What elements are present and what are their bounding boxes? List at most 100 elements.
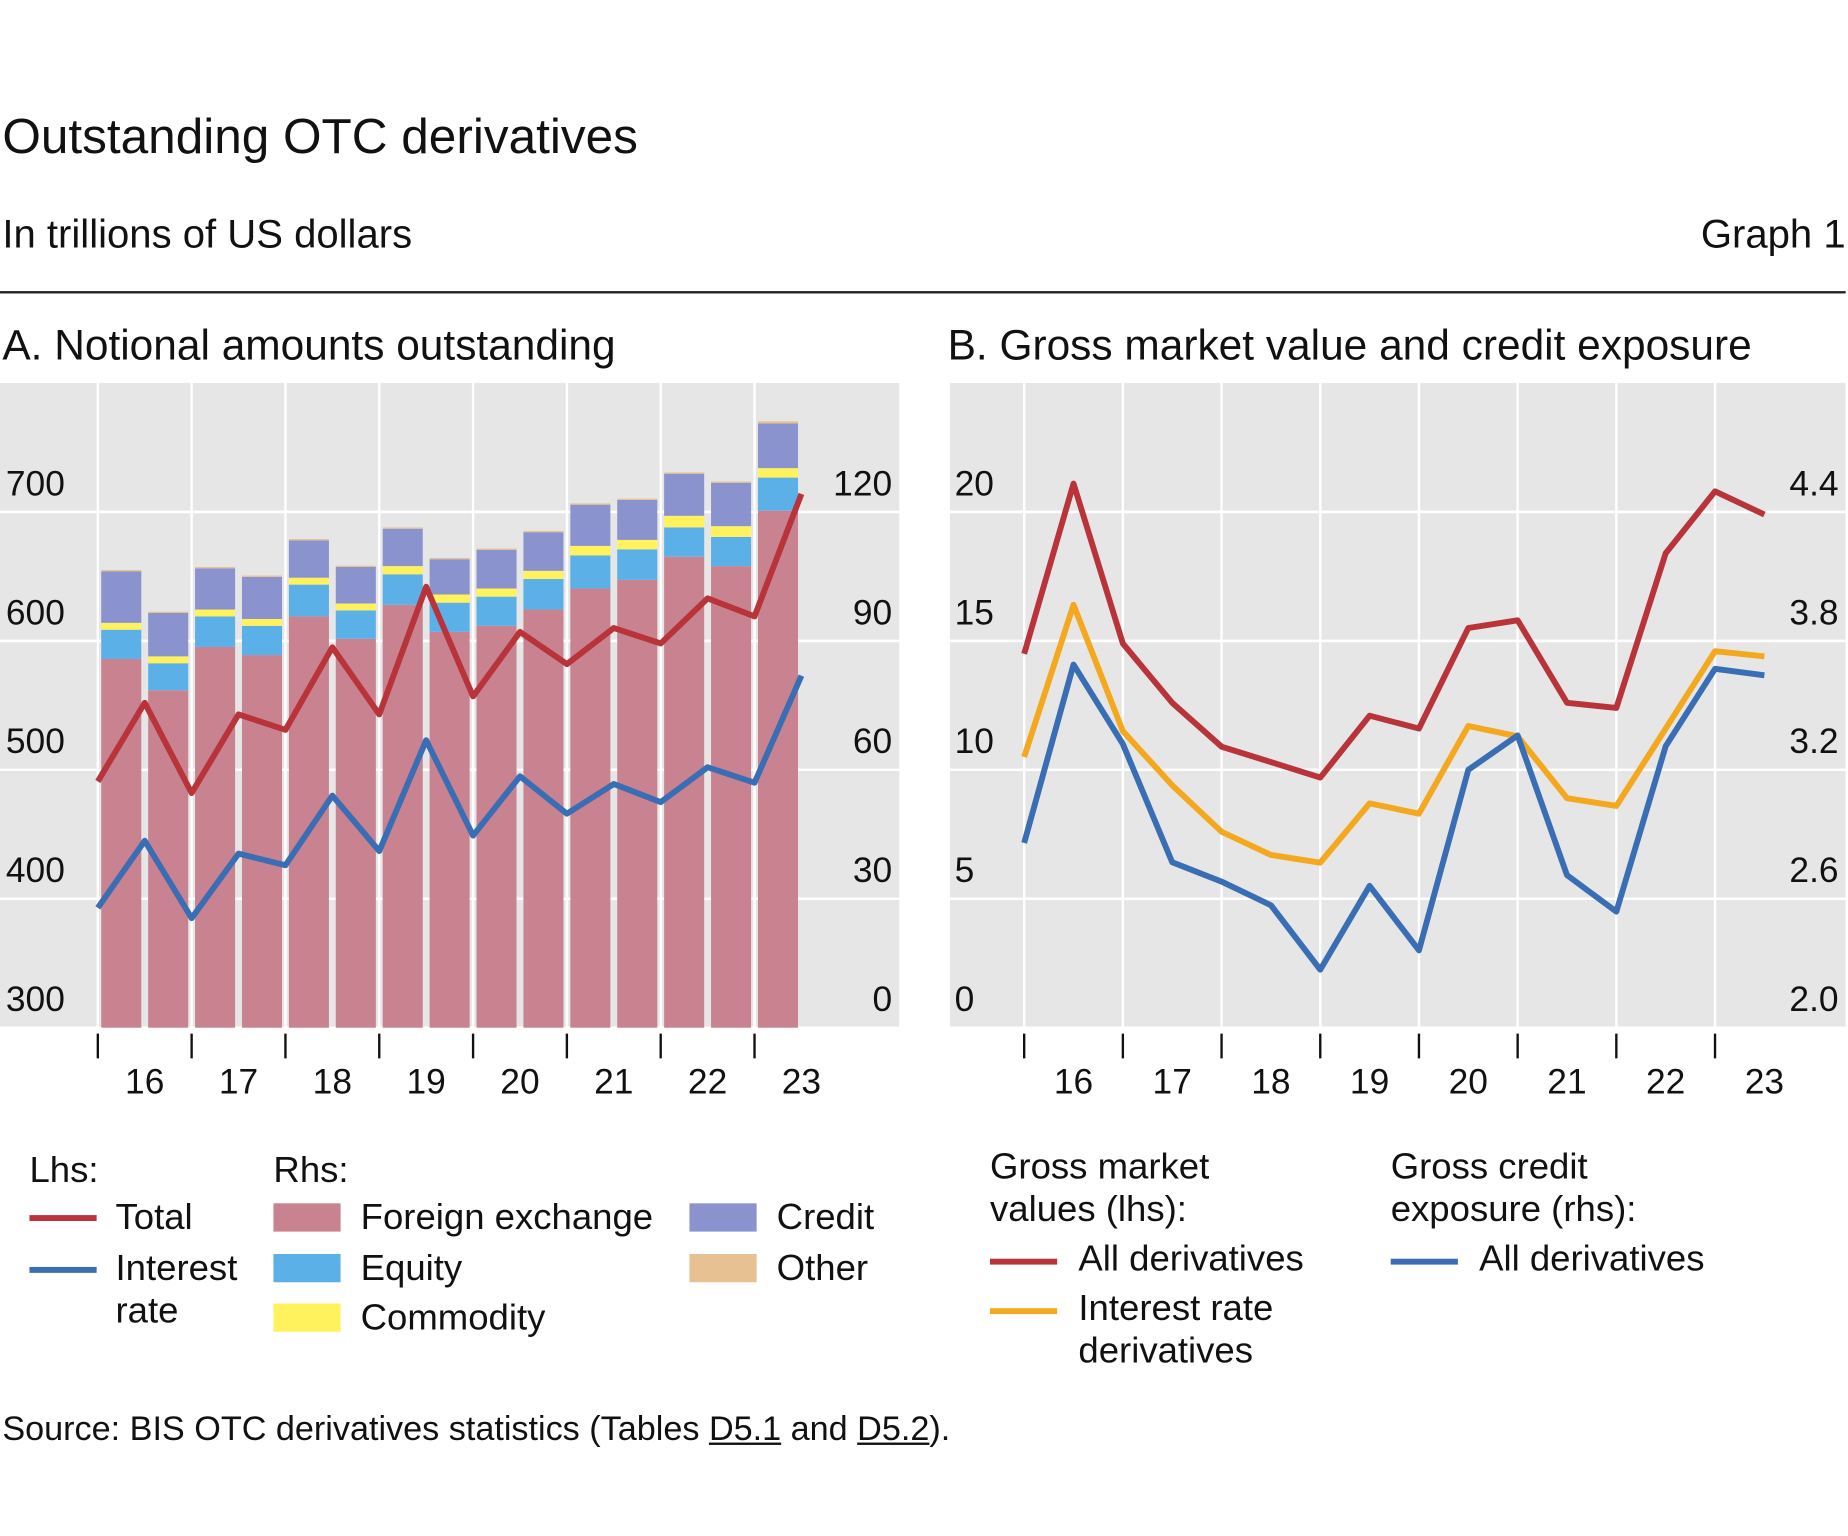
bar [570,504,611,546]
bar [711,536,752,567]
bar [241,625,283,656]
legend-swatch [273,1253,341,1283]
plot-area [949,383,1846,1028]
bar [617,539,658,550]
legend-swatch [1390,1258,1458,1265]
legend-swatch [29,1266,97,1273]
y-tick-label: 700 [6,464,65,503]
bar [382,566,423,575]
source-text: and [781,1410,858,1449]
bar [288,539,329,541]
bar [617,579,658,1028]
y-tick-label: 300 [6,980,65,1019]
legend-swatch [989,1258,1058,1265]
bar [476,549,517,589]
bar [241,618,283,626]
bar [757,468,799,478]
bar [711,566,752,1028]
source-link[interactable]: D5.2 [857,1410,930,1449]
bar [523,570,564,580]
legend-swatch [273,1303,341,1332]
x-tick-label: 16 [1054,1063,1093,1102]
line [1021,601,1765,866]
legend-swatch [689,1203,757,1232]
x-tick-label: 22 [688,1063,727,1102]
y2-tick-label: 60 [853,722,892,761]
y2-tick-label: 2.0 [1789,980,1838,1019]
bar [101,629,142,659]
x-tick-label: 22 [1646,1063,1685,1102]
line [1021,480,1766,781]
bar [757,423,799,469]
bar [288,616,329,1028]
legend-label: Credit [776,1196,875,1238]
x-tick-label: 23 [1745,1063,1784,1102]
bar [241,575,283,577]
bar [195,566,236,569]
legend-heading: Rhs: [273,1149,349,1191]
x-tick-label: 17 [1153,1063,1192,1102]
legend-heading: Gross credit exposure (rhs): [1390,1145,1637,1230]
bar [757,477,799,511]
x-tick-label: 20 [500,1063,539,1102]
y-tick-label: 15 [955,593,994,632]
bar [148,656,189,664]
bar [195,646,236,1028]
x-tick-label: 19 [1350,1063,1389,1102]
graph-label: Graph 1 [1700,212,1846,257]
bar [288,540,329,578]
x-tick-label: 16 [125,1063,164,1102]
plots: 300 400 500 600 700 0 30 60 90 120 16 17 18 19 20 21 22 2… [0,383,1846,1102]
bar [523,609,564,1028]
bar [523,532,564,571]
bar [429,559,470,595]
bar [711,526,752,537]
legend-swatch [689,1253,757,1283]
bar [101,622,142,630]
bar [382,527,423,529]
bar [570,545,611,556]
bar [195,609,236,617]
legend-swatch [273,1203,341,1232]
x-tick-label: 21 [1547,1063,1586,1102]
legend-label: Interest rate derivatives [1078,1286,1274,1371]
legend-label: Commodity [360,1296,546,1338]
bar [241,655,283,1028]
bar [101,571,142,623]
bar [335,565,376,567]
bar [617,499,658,540]
bar [382,574,423,605]
bar [664,473,705,516]
bar [101,569,142,572]
line [95,492,805,796]
legend-swatch [29,1215,97,1221]
panel-title: A. Notional amounts outstanding [2,320,616,369]
source-link[interactable]: D5.1 [708,1410,782,1449]
bar [711,481,752,483]
bar [335,610,376,639]
y-tick-label: 20 [955,464,994,503]
x-tick-label: 21 [594,1063,633,1102]
subtitle: In trillions of US dollars [2,212,413,257]
legend-heading: Lhs: [29,1149,99,1191]
bar [195,568,236,610]
x-tick-label: 17 [219,1063,258,1102]
legend-label: Other [776,1246,869,1289]
y-tick-label: 400 [6,851,65,890]
y2-tick-label: 3.8 [1789,593,1838,632]
bar [288,577,329,585]
x-tick-label: 20 [1449,1063,1488,1102]
bar [335,603,376,611]
y2-tick-label: 90 [853,593,892,632]
title: Outstanding OTC derivatives [2,108,638,164]
legend-swatch [989,1308,1058,1315]
legend-label: All derivatives [1479,1237,1705,1279]
y2-tick-label: 4.4 [1789,464,1838,503]
source-text: ). [929,1410,951,1449]
bar [195,616,236,647]
bar [382,604,423,1028]
x-tick-label: 23 [782,1063,821,1102]
bar [570,503,611,505]
bar [476,548,517,550]
